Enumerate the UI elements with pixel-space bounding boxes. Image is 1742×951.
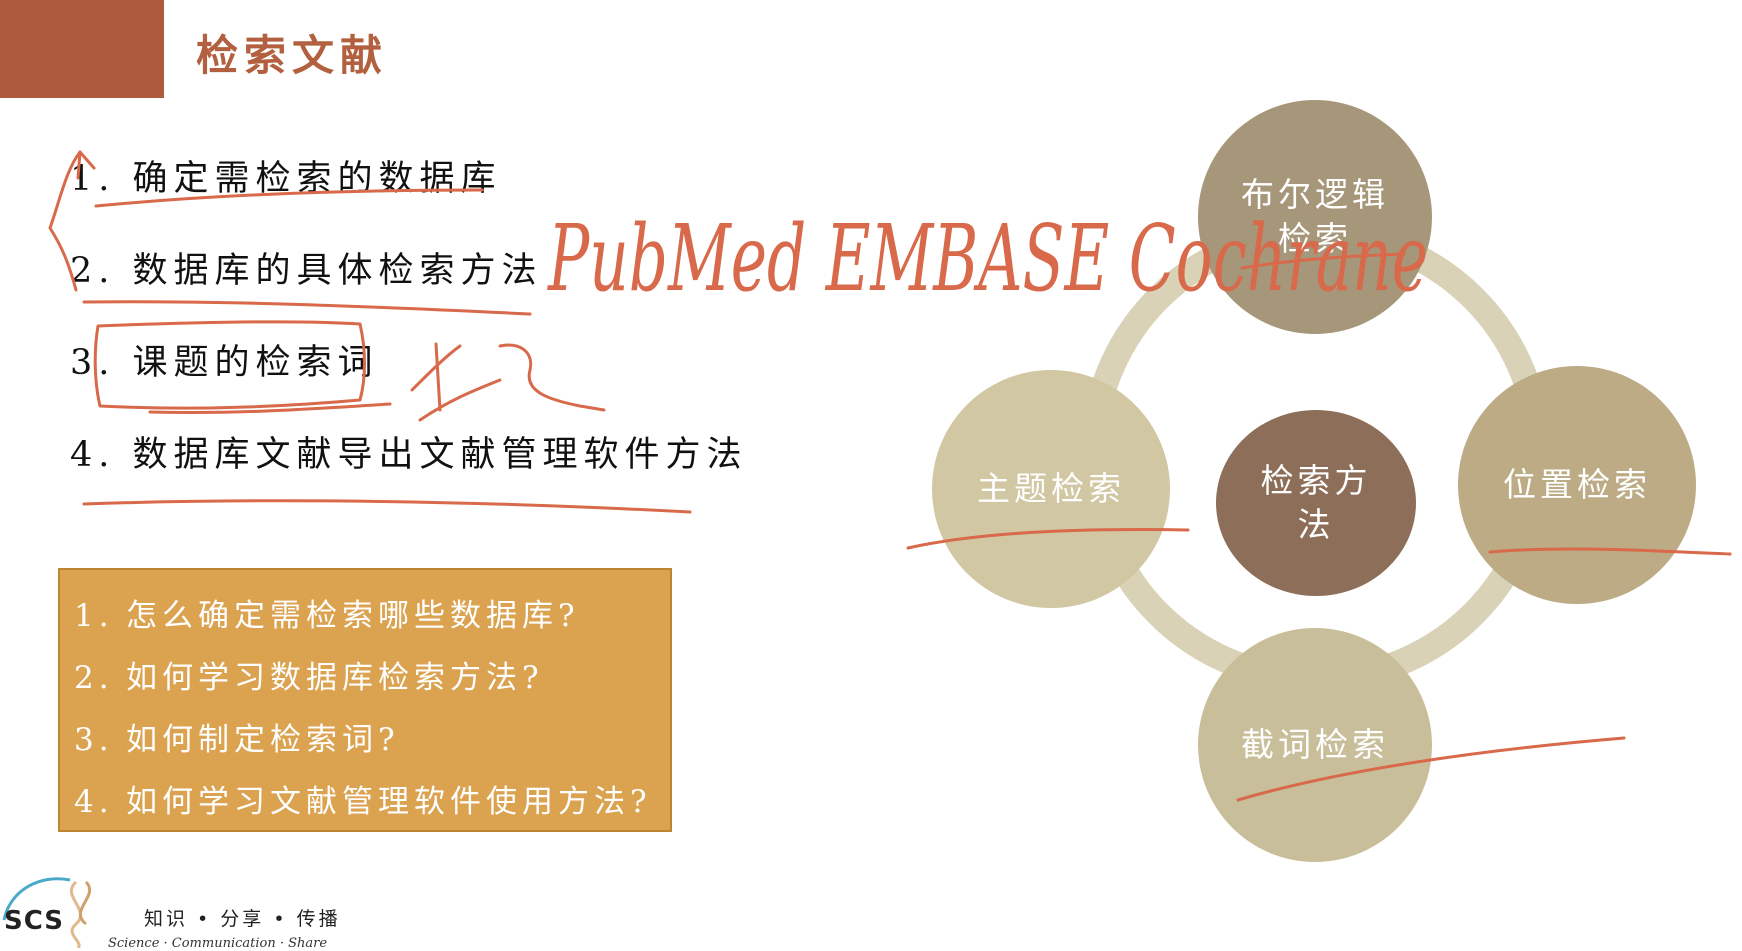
question-item: 1. 怎么确定需检索哪些数据库?	[74, 590, 580, 635]
node-label: 主题检索	[977, 469, 1125, 508]
header-accent-block	[0, 0, 164, 98]
ink-scribble	[410, 342, 606, 422]
question-item: 2. 如何学习数据库检索方法?	[74, 652, 544, 697]
question-text: 如何学习文献管理软件使用方法?	[126, 784, 652, 820]
step-item: 3. 课题的检索词	[70, 343, 379, 383]
ink-underline-step-3	[148, 402, 392, 415]
step-item: 1. 确定需检索的数据库	[70, 159, 502, 199]
node-label: 位置检索	[1503, 465, 1651, 504]
question-number: 2.	[74, 660, 114, 696]
slogan-english: Science · Communication · Share	[108, 936, 328, 951]
node-label: 检索方法	[1260, 461, 1372, 544]
question-text: 如何制定检索词?	[126, 722, 400, 758]
question-text: 怎么确定需检索哪些数据库?	[126, 598, 580, 634]
node-subject-search: 主题检索	[932, 370, 1170, 608]
node-position-search: 位置检索	[1458, 366, 1696, 604]
node-search-methods: 检索方法	[1216, 410, 1416, 596]
question-item: 4. 如何学习文献管理软件使用方法?	[74, 776, 652, 821]
question-number: 3.	[74, 722, 114, 758]
question-text: 如何学习数据库检索方法?	[126, 660, 544, 696]
scs-logo-mark	[2, 877, 92, 948]
ink-underline-step-4	[82, 499, 692, 514]
slide-title: 检索文献	[196, 31, 389, 80]
question-number: 1.	[74, 598, 114, 634]
step-item: 4. 数据库文献导出文献管理软件方法	[70, 435, 748, 475]
slogan: 知识 • 分享 • 传播	[144, 908, 341, 930]
question-number: 4.	[74, 784, 114, 820]
question-item: 3. 如何制定检索词?	[74, 714, 400, 759]
step-item: 2. 数据库的具体检索方法	[70, 251, 543, 291]
question-box: 1. 怎么确定需检索哪些数据库? 2. 如何学习数据库检索方法? 3. 如何制定检索词…	[58, 568, 672, 832]
node-boolean-search: 布尔逻辑检索	[1198, 100, 1432, 334]
node-truncation-search: 截词检索	[1198, 628, 1432, 862]
ink-underline-step-2	[82, 300, 532, 316]
node-label: 布尔逻辑检索	[1241, 175, 1389, 258]
logo-text: SCS	[4, 906, 65, 936]
node-label: 截词检索	[1241, 725, 1389, 764]
